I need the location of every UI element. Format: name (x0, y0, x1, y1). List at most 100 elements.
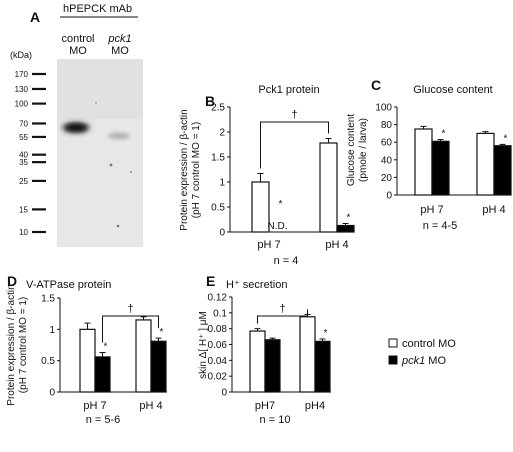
x-category-label: pH 7 (420, 204, 443, 216)
bar-pck1 (264, 339, 281, 393)
legend-label-pck1: pck1 MO (401, 355, 446, 367)
chart-title: V-ATPase protein (26, 279, 111, 291)
n-label: n = 4-5 (423, 220, 458, 232)
chart-title: H⁺ secretion (226, 279, 287, 291)
legend: control MO pck1 MO (388, 338, 456, 367)
y-tick-label: 40 (381, 155, 393, 166)
bar-control (299, 316, 316, 393)
significance-star: * (104, 342, 108, 353)
significance-star: * (504, 133, 508, 144)
legend-swatch-control (388, 338, 398, 348)
lane-pck1-label-1: pck1 (107, 33, 131, 45)
y-tick-label: 0.08 (208, 324, 228, 335)
x-category-label: pH4 (305, 400, 325, 412)
panel-a-blot: A hPEPCK mAb control MO pck1 MO (kDa) 17… (10, 3, 143, 247)
y-tick-label: 0.5 (41, 356, 55, 367)
y-tick-label: 2 (219, 128, 225, 139)
x-category-label: pH 4 (482, 204, 505, 216)
bar-control (249, 330, 266, 393)
y-tick-label: 1 (49, 325, 55, 336)
y-tick-label: 20 (381, 173, 393, 184)
bar-pck1 (150, 340, 167, 393)
y-tick-label: 0.04 (208, 356, 228, 367)
blot-speck (109, 163, 113, 167)
bar-pck1 (431, 140, 450, 196)
ladder-label: 170 (15, 70, 29, 79)
y-tick-label: 0.12 (208, 293, 228, 304)
legend-swatch-pck1 (388, 355, 398, 365)
x-category-label: pH 4 (139, 400, 162, 412)
ladder-label: 10 (19, 228, 28, 237)
lane-pck1-label-2: MO (111, 45, 129, 57)
ladder-label: 25 (19, 177, 28, 186)
panel-d-v-atpase-protein: D V-ATPase protein Protein expression / β-… (6, 273, 167, 426)
ladder-label: 100 (15, 100, 29, 109)
ladder-label: 70 (19, 119, 28, 128)
panel-label: D (7, 273, 17, 289)
y-tick-label: 0 (386, 191, 392, 202)
dagger-bracket (260, 121, 329, 169)
blot-speck (130, 171, 132, 173)
bar-control (79, 328, 96, 393)
bar-pck1 (336, 224, 355, 233)
y-tick-label: 1.5 (41, 294, 55, 305)
y-tick-label: 80 (381, 120, 393, 131)
dagger-bracket (102, 315, 159, 343)
y-tick-label: 0.06 (208, 340, 228, 351)
dagger-bracket (257, 309, 308, 324)
blot-speck (95, 102, 97, 104)
x-category-label: pH 4 (325, 239, 348, 251)
dagger-mark: † (279, 303, 285, 315)
y-tick-label: 0 (219, 228, 225, 239)
y-axis-label: Protein expression / β-actin (6, 284, 17, 405)
bar-pck1 (314, 340, 331, 393)
ladder-label: 55 (19, 133, 28, 142)
significance-star: * (347, 213, 351, 224)
blot-bands (62, 122, 130, 139)
y-tick-label: 1.5 (211, 153, 225, 164)
y-tick-label: 100 (375, 103, 392, 114)
bar-control (135, 319, 152, 393)
y-tick-label: 0.02 (208, 372, 228, 383)
y-tick-label: 0 (49, 388, 55, 399)
lane-control-label-1: control (61, 33, 94, 45)
band-pck1 (108, 132, 130, 139)
y-tick-label: 2.5 (211, 103, 225, 114)
y-tick-label: 0 (221, 388, 227, 399)
panel-label: C (371, 77, 381, 93)
chart-title: Glucose content (413, 84, 493, 96)
x-category-label: pH7 (255, 400, 275, 412)
bar-pck1 (493, 145, 512, 196)
bar-control (476, 132, 495, 196)
blot-speck (116, 224, 120, 228)
legend-label-pck1-italic: pck1 (401, 355, 425, 367)
panel-e-h-secretion: E H⁺ secretion skin Δ[ H⁺ ] μM 0 0.02 0.04 0.0… (198, 273, 331, 426)
n-label: n = 5-6 (86, 414, 121, 426)
significance-star: * (324, 328, 328, 339)
legend-label-pck1-rest: MO (425, 355, 446, 367)
blot-membrane-shade (57, 59, 143, 119)
x-category-label: pH 7 (257, 239, 280, 251)
ladder-label: 40 (19, 151, 28, 160)
dagger-mark: † (291, 109, 297, 121)
y-tick-label: 1 (219, 178, 225, 189)
ladder-label: 130 (15, 85, 29, 94)
chart-title: Pck1 protein (258, 84, 319, 96)
significance-star: * (160, 327, 164, 338)
panel-b-pck1-protein: B Pck1 protein Protein expression / β-acti… (179, 84, 355, 267)
y-axis-label: Protein expression / β-actin (179, 109, 190, 230)
lane-control-label-2: MO (69, 45, 87, 57)
legend-label-control: control MO (402, 338, 456, 350)
y-tick-label: 0.1 (213, 308, 227, 319)
y-tick-label: 60 (381, 138, 393, 149)
significance-star: * (442, 129, 446, 140)
bar-control (414, 128, 433, 196)
y-axis-label: skin Δ[ H⁺ ] μM (198, 311, 209, 379)
band-control (66, 124, 86, 132)
panel-a-label: A (30, 9, 40, 25)
dagger-mark: † (127, 303, 133, 315)
kda-unit-label: (kDa) (10, 50, 32, 60)
